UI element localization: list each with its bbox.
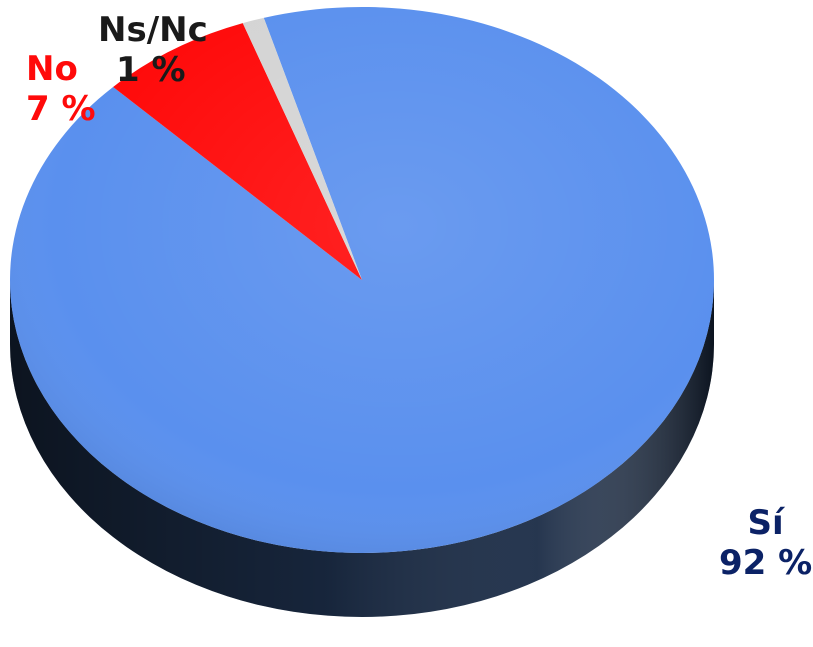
slice-label-no: No 7 % (26, 49, 96, 129)
pie-side (10, 280, 714, 617)
slice-label-ns-nc: Ns/Nc 1 % (98, 10, 208, 90)
slice-label-ns-nc-value: 1 % (116, 50, 186, 90)
slice-label-no-value: 7 % (26, 89, 96, 129)
slice-label-no-name: No (26, 49, 78, 89)
slice-label-si-name: Sí (747, 503, 784, 543)
slice-label-si: Sí 92 % (719, 503, 812, 583)
pie-side-shading (10, 280, 714, 617)
slice-label-ns-nc-name: Ns/Nc (98, 10, 208, 50)
pie-top (9, 6, 715, 553)
slice-label-si-value: 92 % (719, 543, 813, 583)
pie-top-gloss (10, 7, 714, 553)
